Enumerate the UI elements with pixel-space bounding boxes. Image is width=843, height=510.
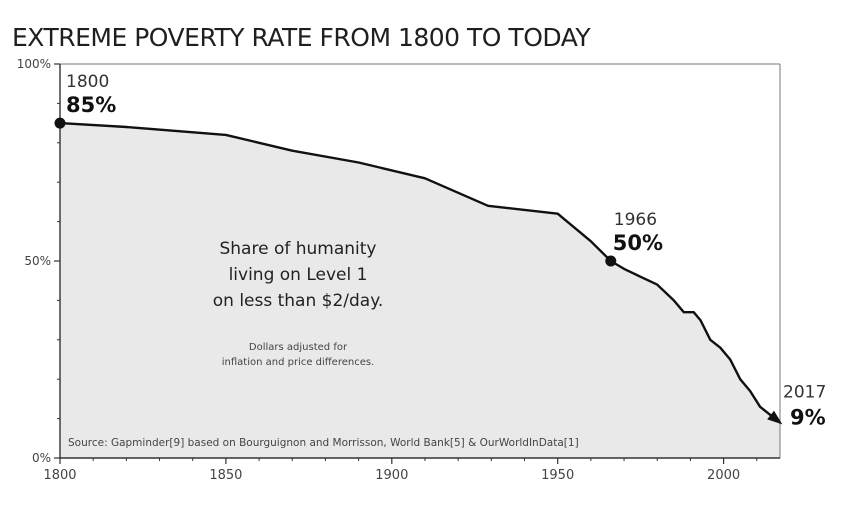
x-tick-label: 1900 xyxy=(375,468,408,483)
description-line-3: on less than $2/day. xyxy=(213,291,384,311)
annotation-value-2017: 9% xyxy=(790,406,826,430)
poverty-line xyxy=(59,121,781,424)
description-line-2: living on Level 1 xyxy=(229,265,368,285)
x-tick-label: 1850 xyxy=(209,468,242,483)
annotation-year-2017: 2017 xyxy=(783,383,826,403)
annotation-marker-1800 xyxy=(54,117,66,129)
annotation-value-1800: 85% xyxy=(66,93,116,117)
x-tick-label: 1800 xyxy=(43,468,76,483)
annotation-marker-1966 xyxy=(605,255,617,267)
note-line-2: inflation and price differences. xyxy=(222,357,375,368)
source-note: Source: Gapminder[9] based on Bourguigno… xyxy=(68,437,579,449)
description-line-1: Share of humanity xyxy=(219,239,376,259)
y-tick-label: 50% xyxy=(24,254,51,268)
annotation-arrow-2017 xyxy=(767,410,783,425)
poverty-area xyxy=(60,123,780,458)
annotation-value-1966: 50% xyxy=(613,231,663,255)
x-tick-label: 1950 xyxy=(541,468,574,483)
x-tick-label: 2000 xyxy=(707,468,740,483)
y-tick-label: 0% xyxy=(32,451,51,465)
annotation-year-1800: 1800 xyxy=(66,72,109,92)
chart-title: EXTREME POVERTY RATE FROM 1800 TO TODAY xyxy=(12,23,591,52)
y-tick-label: 100% xyxy=(17,57,51,71)
annotation-year-1966: 1966 xyxy=(614,210,657,230)
note-line-1: Dollars adjusted for xyxy=(249,342,348,353)
